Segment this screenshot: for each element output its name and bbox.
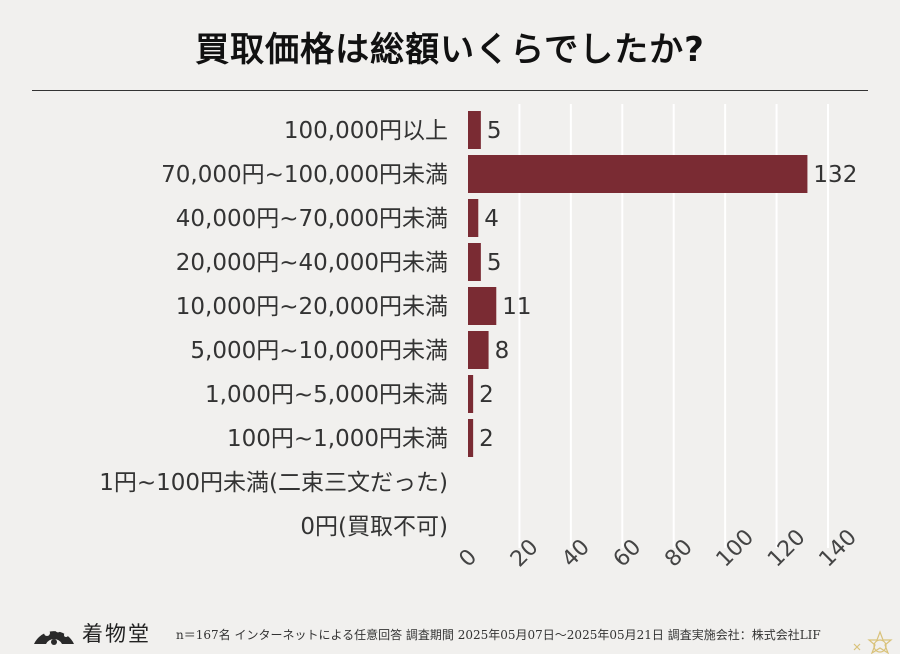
category-label: 5,000円~10,000円未満 [190,338,448,364]
data-label: 2 [479,382,494,408]
x-tick-label: 60 [609,535,646,572]
footer: 着物堂 n＝167名 インターネットによる任意回答 調査期間 2025年05月0… [0,614,900,654]
survey-note: n＝167名 インターネットによる任意回答 調査期間 2025年05月07日～2… [176,628,821,642]
category-label: 1,000円~5,000円未満 [205,382,448,408]
bar [468,375,474,413]
bar [468,111,481,149]
category-label: 10,000円~20,000円未満 [176,294,448,320]
x-tick-label: 140 [815,525,862,572]
x-tick-label: 80 [660,535,697,572]
bar [468,287,497,325]
chart-title: 買取価格は総額いくらでしたか? [195,30,705,70]
data-label: 4 [484,206,499,232]
bar [468,155,808,193]
bar [468,419,474,457]
category-label: 100,000円以上 [284,118,448,144]
bars [468,111,808,457]
brand-name: 着物堂 [82,622,151,646]
data-label: 5 [487,118,502,144]
bar [468,331,489,369]
x-tick-label: 100 [712,525,759,572]
data-label: 11 [502,294,531,320]
category-label: 0円(買取不可) [300,514,448,540]
flower-decoration-icon [853,630,893,654]
category-label: 40,000円~70,000円未満 [176,206,448,232]
title-divider [32,90,868,91]
x-tick-label: 40 [557,535,594,572]
labels: 100,000円以上 5 70,000円~100,000円未満 132 40,000円~… [99,118,857,540]
data-label: 2 [479,426,494,452]
x-tick-label: 0 [455,545,483,573]
category-label: 70,000円~100,000円未満 [161,162,448,188]
category-label: 1円~100円未満(二束三文だった) [99,470,448,496]
data-label: 5 [487,250,502,276]
category-label: 100円~1,000円未満 [227,426,448,452]
category-label: 20,000円~40,000円未満 [176,250,448,276]
fan-logo-icon [34,627,74,645]
x-tick-label: 20 [506,535,543,572]
data-label: 132 [813,162,857,188]
data-label: 8 [495,338,510,364]
bar [468,199,479,237]
x-axis-ticks: 0 20 40 60 80 100 120 140 [455,525,862,572]
x-tick-label: 120 [763,525,810,572]
bar [468,243,481,281]
